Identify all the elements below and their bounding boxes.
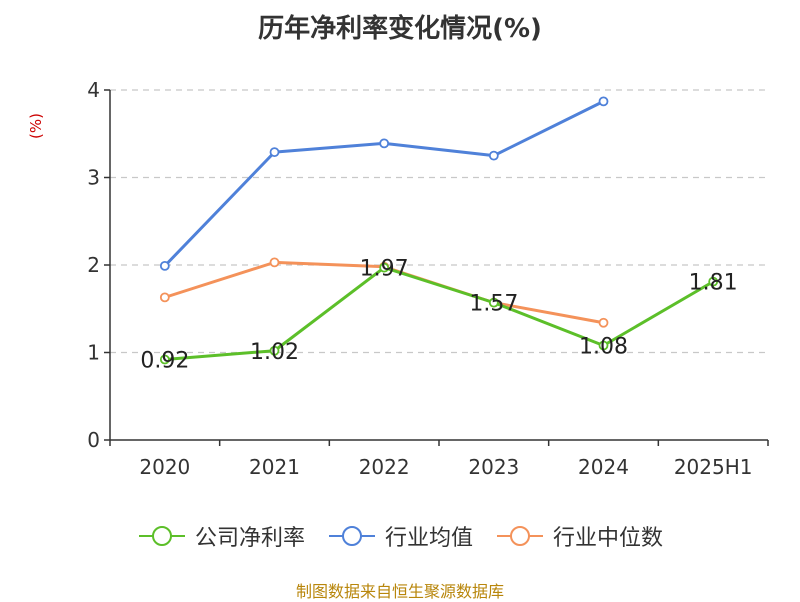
x-tick-label: 2024 — [578, 455, 629, 479]
legend-label-industry-median: 行业中位数 — [553, 526, 664, 551]
legend-marker-company-net-margin — [138, 526, 185, 546]
legend-item-industry-mean[interactable]: 行业均值 — [327, 520, 473, 552]
y-tick-label: 0 — [87, 428, 100, 452]
data-point-series-2[interactable] — [159, 292, 170, 303]
x-tick-label: 2022 — [359, 455, 410, 479]
data-point-series-0[interactable] — [598, 340, 609, 351]
data-label: 1.57 — [469, 292, 518, 317]
data-point-series-1[interactable] — [379, 138, 390, 149]
series-line-1 — [163, 100, 605, 267]
legend-marker-industry-mean — [328, 526, 375, 546]
legend-item-industry-median[interactable]: 行业中位数 — [495, 520, 663, 552]
data-labels: 0.92 1.02 1.97 1.57 1.08 1.81 — [140, 257, 737, 374]
data-point-series-1[interactable] — [488, 150, 499, 161]
data-point-series-0[interactable] — [379, 262, 390, 273]
data-label: 1.08 — [579, 335, 628, 360]
data-label: 1.97 — [360, 257, 409, 282]
y-tick-label: 1 — [87, 341, 100, 365]
y-tick-label: 4 — [87, 78, 100, 102]
data-label: 1.81 — [689, 271, 738, 296]
chart-title: 历年净利率变化情况(%) — [258, 14, 542, 44]
axes — [109, 90, 768, 441]
legend-label-industry-mean: 行业均值 — [384, 526, 473, 551]
x-tick-label: 2025H1 — [674, 455, 753, 479]
data-point-series-2[interactable] — [598, 317, 609, 328]
data-point-series-0[interactable] — [708, 276, 719, 287]
x-tick-label: 2021 — [249, 455, 300, 479]
data-point-series-1[interactable] — [598, 96, 609, 107]
data-label: 1.02 — [250, 340, 299, 365]
data-source-note: 制图数据来自恒生聚源数据库 — [295, 582, 504, 601]
x-tick-label: 2020 — [139, 455, 190, 479]
series-line-0 — [164, 266, 714, 361]
series-lines — [159, 96, 719, 365]
legend-item-company-net-margin[interactable]: 公司净利率 — [137, 520, 305, 552]
data-point-series-0[interactable] — [488, 297, 499, 308]
data-point-series-0[interactable] — [269, 345, 280, 356]
legend: 公司净利率 行业均值 行业中位数 — [0, 520, 800, 552]
x-tick-label: 2023 — [468, 455, 519, 479]
data-point-series-1[interactable] — [159, 260, 170, 271]
data-point-series-1[interactable] — [269, 147, 280, 158]
data-label: 0.92 — [140, 349, 189, 374]
ticks: 0 1 2 3 4 2020 2021 2022 2023 2024 2025H1 — [87, 78, 769, 479]
legend-marker-industry-median — [497, 526, 543, 546]
data-point-series-2[interactable] — [269, 257, 280, 268]
y-tick-label: 3 — [87, 166, 100, 190]
y-tick-label: 2 — [87, 253, 100, 277]
data-point-series-0[interactable] — [159, 354, 170, 365]
legend-label-company-net-margin: 公司净利率 — [194, 526, 305, 551]
